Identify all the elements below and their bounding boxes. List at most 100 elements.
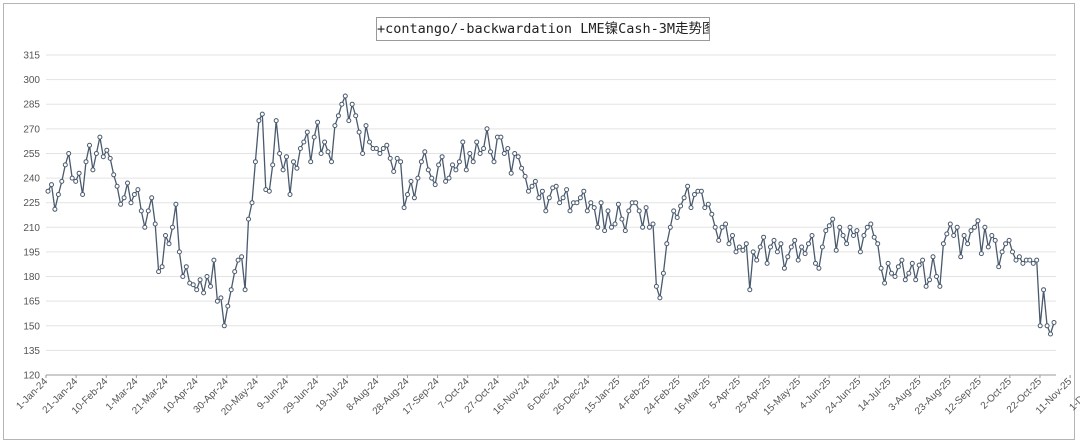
y-tick-label: 195	[23, 247, 40, 258]
data-point	[778, 241, 784, 247]
data-point	[491, 159, 497, 165]
data-point	[591, 205, 597, 211]
data-point	[249, 200, 255, 206]
data-point	[1034, 257, 1040, 263]
data-point	[854, 228, 860, 234]
data-point	[992, 237, 998, 243]
data-point	[522, 173, 528, 179]
data-point	[346, 118, 352, 124]
y-tick-label: 150	[23, 321, 40, 332]
data-point	[304, 129, 310, 135]
data-point	[266, 188, 272, 194]
y-tick-label: 180	[23, 272, 40, 283]
y-tick-label: 255	[23, 149, 40, 160]
data-point	[664, 241, 670, 247]
data-point	[799, 244, 805, 250]
data-point	[446, 175, 452, 181]
data-point	[961, 233, 967, 238]
data-point	[197, 277, 203, 283]
data-point	[394, 155, 400, 161]
data-point	[557, 200, 563, 206]
data-point	[170, 224, 175, 230]
data-point	[692, 192, 697, 197]
data-point	[909, 260, 915, 266]
data-point	[450, 162, 455, 168]
data-point	[152, 221, 158, 227]
data-point	[996, 264, 1002, 270]
data-point	[235, 257, 241, 263]
data-point	[322, 139, 328, 145]
data-point	[619, 216, 625, 222]
data-point	[588, 200, 594, 206]
data-point	[702, 205, 708, 211]
data-point	[809, 233, 815, 238]
data-point	[221, 323, 227, 329]
data-point	[913, 277, 919, 283]
data-point	[602, 228, 608, 234]
data-point	[353, 113, 359, 119]
data-point	[716, 237, 722, 243]
data-point	[456, 159, 462, 165]
data-point	[899, 257, 905, 263]
chart-title: +contango/-backwardation LME镍Cash-3M走势图	[376, 17, 710, 41]
data-point	[598, 200, 604, 206]
data-point	[135, 187, 141, 193]
data-point	[840, 233, 846, 238]
data-point	[408, 178, 414, 184]
data-point	[55, 192, 61, 197]
data-point	[367, 139, 372, 145]
data-point	[871, 234, 877, 240]
data-point	[138, 208, 144, 214]
data-point	[1016, 254, 1022, 260]
data-point	[920, 257, 926, 263]
data-point	[1006, 237, 1012, 243]
data-point	[225, 303, 231, 309]
data-point	[121, 195, 127, 201]
data-point	[488, 149, 493, 155]
data-point	[201, 290, 207, 296]
data-point	[833, 247, 839, 253]
data-point	[339, 101, 345, 107]
y-tick-label: 285	[23, 100, 40, 111]
data-point	[577, 195, 583, 201]
data-point	[972, 224, 977, 230]
data-point	[660, 270, 666, 276]
data-point	[422, 149, 428, 155]
data-point	[526, 188, 531, 194]
data-point	[868, 221, 874, 227]
data-point	[667, 224, 673, 230]
data-point	[515, 154, 521, 160]
data-point	[1013, 257, 1019, 263]
data-point	[391, 169, 397, 174]
data-point	[460, 139, 466, 145]
data-point	[927, 277, 932, 283]
data-point	[532, 178, 538, 184]
data-point	[892, 274, 898, 279]
data-point	[826, 223, 832, 229]
data-point	[671, 208, 677, 214]
data-point	[232, 269, 238, 275]
data-point	[626, 208, 632, 214]
data-point	[284, 154, 289, 160]
data-point	[647, 224, 652, 230]
data-point	[83, 159, 89, 165]
data-point	[294, 165, 300, 171]
data-point	[467, 151, 473, 156]
data-point	[66, 151, 72, 156]
data-point	[297, 146, 303, 151]
data-point	[895, 264, 901, 270]
data-point	[69, 175, 75, 181]
data-point	[674, 215, 680, 220]
data-point	[256, 118, 262, 124]
data-point	[705, 201, 711, 207]
y-tick-label: 270	[23, 124, 40, 135]
data-point	[411, 195, 417, 201]
data-point	[142, 224, 148, 230]
data-point	[1037, 323, 1043, 329]
data-point	[712, 224, 718, 230]
data-point	[45, 188, 51, 194]
data-point	[252, 159, 258, 165]
data-point	[114, 183, 120, 189]
data-point	[816, 265, 822, 271]
